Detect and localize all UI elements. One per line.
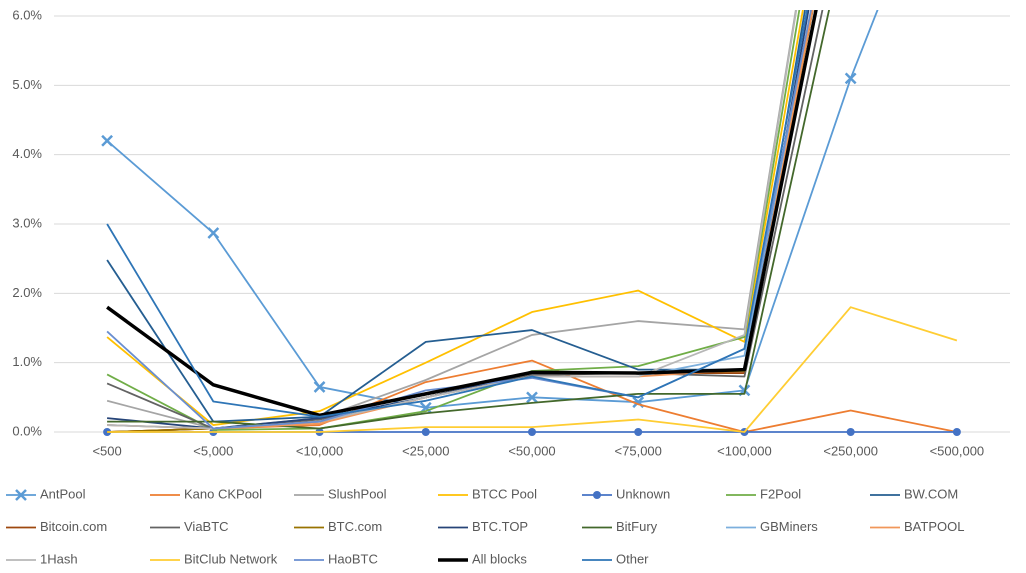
x-tick-label: <250,000: [823, 443, 878, 458]
series-line: [106, 10, 879, 409]
legend-label: F2Pool: [760, 486, 801, 501]
series-line: [107, 10, 810, 430]
legend-label: BTC.com: [328, 519, 382, 534]
marker: [101, 134, 113, 147]
y-tick-label: 6.0%: [12, 7, 42, 22]
grid: [54, 15, 1010, 433]
legend-label: BTCC Pool: [472, 486, 537, 501]
y-tick-label: 1.0%: [12, 354, 42, 369]
legend-label: BitClub Network: [184, 551, 278, 566]
series-line: [106, 10, 801, 431]
legend-label: Bitcoin.com: [40, 519, 107, 534]
series-line: [106, 10, 797, 430]
series-line: [106, 10, 808, 418]
legend-label: 1Hash: [40, 551, 78, 566]
marker: [952, 428, 961, 436]
legend-label: GBMiners: [760, 519, 818, 534]
series-line: [107, 10, 830, 430]
legend-label: SlushPool: [328, 486, 387, 501]
x-tick-label: <500: [92, 443, 121, 458]
marker: [15, 489, 27, 501]
y-tick-label: 2.0%: [12, 285, 42, 300]
series-line: [107, 10, 813, 430]
series-line: [106, 10, 818, 418]
series-line: [106, 10, 812, 430]
legend-label: BW.COM: [904, 486, 958, 501]
marker: [421, 428, 430, 436]
series-line: [106, 10, 824, 430]
y-tick-label: 5.0%: [12, 77, 42, 92]
marker: [207, 227, 220, 239]
y-tick-label: 0.0%: [12, 423, 42, 438]
series-line: [107, 10, 814, 430]
marker: [846, 428, 855, 436]
series-line: [107, 10, 814, 433]
x-tick-label: <100,000: [717, 443, 772, 458]
series-line: [107, 10, 814, 433]
marker: [844, 72, 857, 85]
legend-label: All blocks: [472, 551, 527, 566]
y-tick-label: 4.0%: [12, 146, 42, 161]
legend-label: Other: [616, 551, 649, 566]
legend-label: AntPool: [40, 486, 86, 501]
series-line: [107, 10, 798, 430]
series-line: [106, 10, 804, 426]
x-tick-label: <10,000: [296, 443, 343, 458]
marker: [593, 491, 601, 499]
legend-label: ViaBTC: [184, 519, 229, 534]
labels: 0.0% 1.0% 2.0% 3.0% 4.0% 5.0% 6.0% <500 <5,000 <1…: [12, 7, 984, 458]
legend-label: HaoBTC: [328, 551, 378, 566]
x-tick-label: <25,000: [402, 443, 449, 458]
legend: AntPool Kano CKPool SlushPool BTCC Pool Unkn…: [6, 486, 964, 566]
legend-label: Unknown: [616, 486, 670, 501]
x-tick-label: <50,000: [508, 443, 555, 458]
legend-label: BTC.TOP: [472, 519, 528, 534]
legend-label: Kano CKPool: [184, 486, 262, 501]
legend-label: BATPOOL: [904, 519, 964, 534]
y-tick-label: 3.0%: [12, 215, 42, 230]
x-tick-label: <5,000: [193, 443, 233, 458]
plot-area: [101, 10, 961, 436]
x-tick-label: <75,000: [615, 443, 662, 458]
marker: [634, 428, 643, 436]
marker: [313, 381, 326, 393]
legend-label: BitFury: [616, 519, 658, 534]
series-line: [107, 306, 958, 433]
x-tick-label: <500,000: [930, 443, 985, 458]
marker: [528, 428, 536, 436]
marker: [526, 391, 538, 404]
